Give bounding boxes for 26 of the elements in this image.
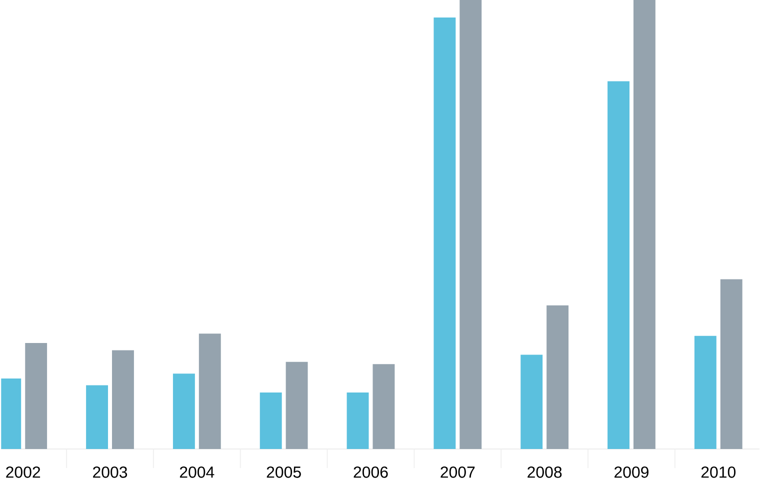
bar <box>720 279 742 449</box>
x-tick-label: 2007 <box>440 466 475 478</box>
bar <box>633 0 656 449</box>
bar <box>260 392 282 449</box>
bar <box>198 334 221 449</box>
bar <box>546 305 569 449</box>
bar <box>86 385 108 449</box>
x-tick-label: 2009 <box>614 466 648 478</box>
bar <box>346 392 369 449</box>
x-tick-label: 2004 <box>180 466 214 478</box>
x-tick-label: 2010 <box>701 466 736 478</box>
x-tick-label: 2005 <box>266 466 301 478</box>
bar <box>112 350 134 449</box>
bar <box>694 336 716 449</box>
bar <box>460 0 482 449</box>
bar <box>434 17 456 449</box>
bar <box>25 342 48 449</box>
x-tick-label: 2003 <box>93 466 128 478</box>
bar <box>172 374 195 449</box>
x-tick-label: 2002 <box>6 466 40 478</box>
x-tick-label: 2006 <box>354 466 388 478</box>
x-tick-label: 2008 <box>528 466 562 478</box>
bar <box>608 81 630 449</box>
bar <box>372 364 395 449</box>
bar <box>520 354 543 449</box>
bar <box>286 362 308 449</box>
